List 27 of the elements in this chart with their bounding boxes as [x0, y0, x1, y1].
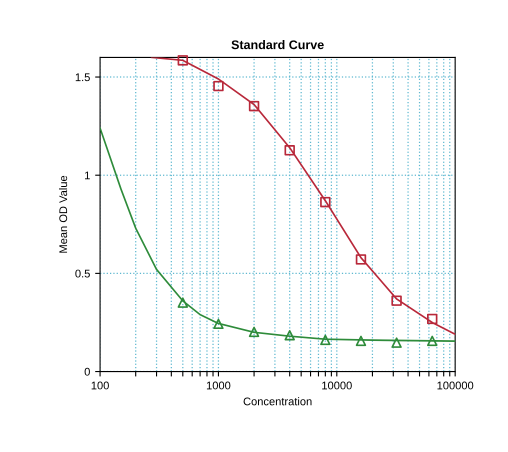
point: [178, 297, 188, 308]
point: [320, 334, 331, 346]
x-tick-label: 100: [92, 382, 109, 390]
point: [391, 337, 402, 348]
x-tick-label: 10000: [322, 382, 352, 390]
point: [320, 196, 331, 208]
point: [427, 336, 438, 346]
y-tick-label: 1: [85, 172, 90, 180]
x-axis-title: Concentration: [244, 397, 312, 406]
x-tick-label: 1000: [206, 382, 230, 390]
point: [284, 330, 295, 340]
point: [391, 295, 402, 306]
y-tick-label: 1.5: [76, 73, 90, 82]
point: [356, 336, 366, 346]
point: [356, 254, 366, 265]
point: [427, 314, 438, 324]
point: [248, 100, 260, 112]
y-tick-label: 0.5: [75, 270, 90, 278]
chart-title: Standard Curve: [231, 40, 324, 50]
point: [213, 80, 224, 92]
point: [284, 145, 295, 156]
point: [178, 55, 188, 66]
point: [213, 318, 224, 330]
x-tick-label: 100000: [437, 382, 474, 390]
point: [248, 326, 260, 338]
y-axis-title: Mean OD Value: [58, 176, 68, 253]
y-tick-label: 0: [84, 368, 90, 376]
